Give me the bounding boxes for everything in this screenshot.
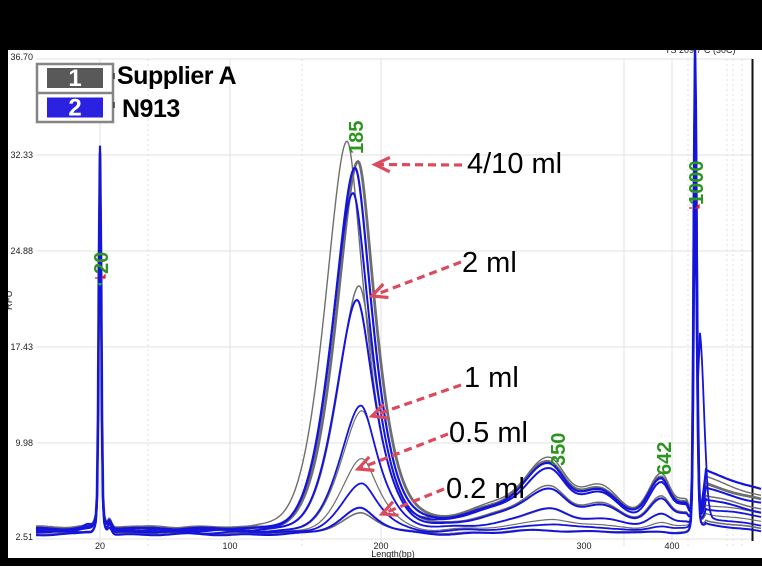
svg-text:17.43: 17.43	[10, 342, 33, 352]
svg-text:0.5 ml: 0.5 ml	[449, 417, 528, 449]
svg-text:0.2 ml: 0.2 ml	[446, 473, 525, 505]
svg-text:20: 20	[91, 252, 113, 274]
svg-text:2: 2	[68, 95, 81, 122]
svg-text:N913: N913	[122, 95, 180, 123]
svg-text:RFU: RFU	[4, 290, 15, 310]
svg-text:642: 642	[654, 442, 676, 475]
svg-text:100: 100	[222, 541, 237, 551]
svg-text:350: 350	[548, 433, 570, 466]
svg-text:20: 20	[95, 541, 105, 551]
svg-text:200: 200	[373, 541, 388, 551]
svg-text:300: 300	[576, 541, 591, 551]
svg-text:36.70: 36.70	[10, 52, 33, 62]
svg-text:Length(bp): Length(bp)	[371, 549, 415, 559]
svg-text:1 ml: 1 ml	[464, 362, 519, 394]
svg-text:24.88: 24.88	[10, 246, 33, 256]
svg-text:4/10 ml: 4/10 ml	[467, 148, 562, 180]
svg-text:Supplier A: Supplier A	[117, 62, 237, 90]
svg-text:2 ml: 2 ml	[462, 247, 517, 279]
svg-text:1: 1	[68, 65, 81, 92]
svg-text:1000: 1000	[686, 161, 708, 206]
svg-text:400: 400	[664, 541, 679, 551]
svg-text:9.98: 9.98	[15, 438, 33, 448]
svg-text:185: 185	[346, 121, 368, 154]
svg-text:2.51: 2.51	[15, 532, 33, 542]
svg-text:32.33: 32.33	[10, 150, 33, 160]
